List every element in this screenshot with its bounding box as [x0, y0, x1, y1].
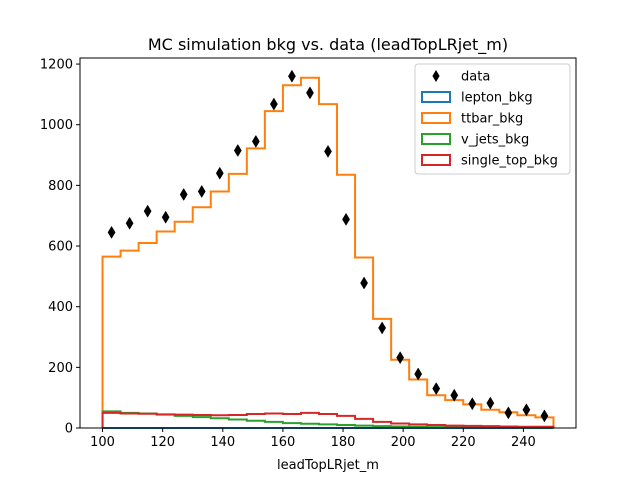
data-point	[215, 166, 224, 180]
x-tick-label: 120	[150, 435, 175, 450]
y-axis-ticks: 0 200 400 600 800 1000 1200	[40, 58, 80, 437]
data-point	[378, 321, 387, 335]
data-point	[288, 69, 296, 83]
series-ttbar-bkg	[101, 76, 555, 428]
data-point	[125, 216, 134, 230]
x-tick-label: 160	[270, 435, 295, 450]
y-tick-label: 0	[65, 422, 73, 437]
y-tick-label: 1200	[40, 58, 73, 73]
legend-swatch-ttbar-bkg	[421, 112, 451, 124]
legend-swatch-lepton-bkg	[421, 91, 451, 103]
data-point	[504, 406, 513, 420]
data-point	[450, 388, 459, 402]
x-axis-ticks: 100 120 140 160 180 200 220 240	[90, 428, 536, 450]
x-tick-label: 140	[210, 435, 235, 450]
data-point	[197, 184, 206, 198]
data-point	[269, 97, 278, 111]
legend: data lepton_bkg ttbar_bkg v_jets_bkg single_…	[414, 63, 571, 175]
legend-marker-data	[432, 70, 440, 82]
legend-label-lepton-bkg: lepton_bkg	[461, 91, 533, 106]
data-point	[251, 134, 260, 148]
data-point	[143, 204, 152, 218]
data-point	[540, 409, 549, 423]
x-tick-label: 200	[391, 435, 416, 450]
plot-border	[79, 57, 577, 429]
chart-title: MC simulation bkg vs. data (leadTopLRjet…	[148, 35, 508, 55]
data-point	[360, 276, 368, 290]
legend-swatch-single-top-bkg	[421, 154, 451, 166]
data-point	[432, 382, 441, 396]
data-point	[486, 396, 495, 410]
data-point	[396, 351, 405, 365]
data-point	[306, 86, 314, 100]
legend-swatch-v-jets-bkg	[421, 133, 451, 145]
series-single-top-bkg	[101, 411, 555, 428]
data-points-layer	[107, 69, 549, 423]
data-point	[233, 144, 242, 157]
data-point	[468, 397, 477, 411]
y-tick-label: 600	[48, 240, 73, 255]
legend-label-single-top-bkg: single_top_bkg	[461, 154, 558, 169]
x-tick-label: 240	[511, 435, 536, 450]
data-point	[342, 212, 350, 226]
y-tick-label: 400	[48, 300, 73, 315]
data-point	[414, 367, 423, 381]
data-point	[179, 187, 188, 201]
legend-label-v-jets-bkg: v_jets_bkg	[461, 133, 529, 148]
x-tick-label: 100	[90, 435, 115, 450]
legend-label-data: data	[461, 70, 490, 85]
x-axis-label: leadTopLRjet_m	[277, 458, 379, 473]
y-tick-label: 200	[48, 361, 73, 376]
data-point	[324, 144, 332, 158]
x-tick-label: 180	[331, 435, 356, 450]
legend-box	[414, 63, 571, 175]
x-tick-label: 220	[451, 435, 476, 450]
data-point	[161, 210, 170, 224]
data-point	[107, 225, 116, 239]
legend-label-ttbar-bkg: ttbar_bkg	[461, 112, 523, 127]
y-tick-label: 1000	[40, 118, 73, 133]
data-point	[522, 403, 531, 417]
y-tick-label: 800	[48, 179, 73, 194]
